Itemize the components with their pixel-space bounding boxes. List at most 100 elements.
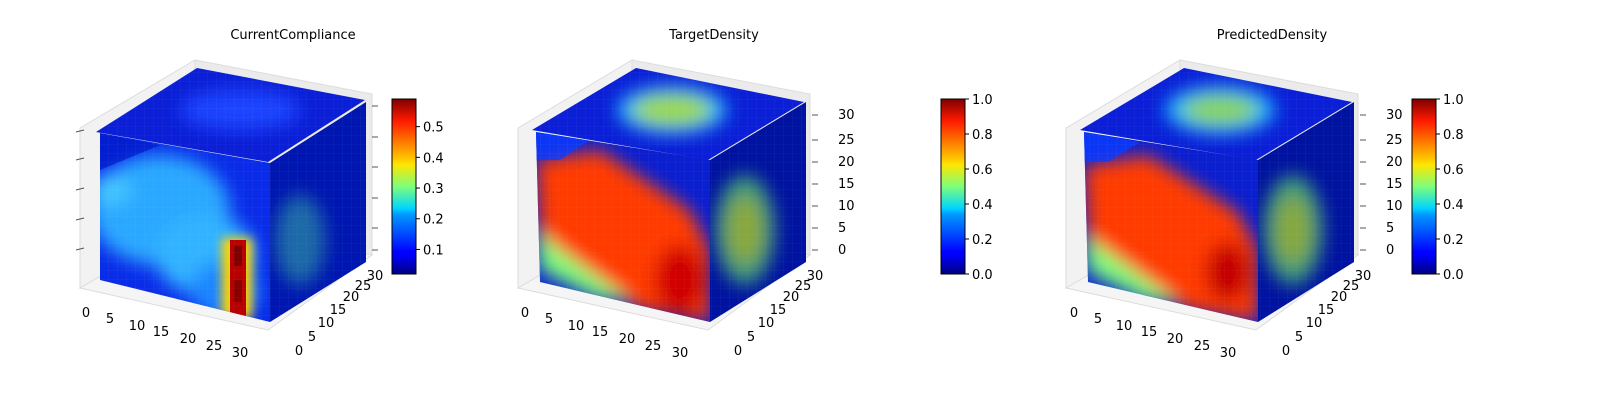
panel-target-density: TargetDensity [516, 28, 993, 361]
y-tick-label: 25 [795, 279, 812, 294]
y-tick-label: 5 [747, 330, 755, 345]
y-tick-label: 20 [1331, 290, 1348, 305]
panel-title: CurrentCompliance [230, 28, 355, 43]
z-tick-label: 30 [1386, 108, 1403, 123]
x-tick-label: 5 [106, 312, 114, 327]
x-tick-label: 15 [1141, 325, 1158, 340]
x-tick-label: 30 [672, 346, 689, 361]
z-tick-label: 15 [838, 177, 855, 192]
x-axis-ticks: 0 5 10 15 20 25 30 [521, 306, 688, 361]
panel-title: TargetDensity [668, 28, 759, 43]
x-tick-label: 25 [645, 339, 662, 354]
y-tick-label: 10 [1306, 316, 1323, 331]
colorbar-tick-label: 0.4 [1443, 198, 1464, 213]
colorbar-tick-label: 0.8 [972, 128, 993, 143]
cube-front-face [536, 132, 710, 322]
colorbar-tick-label: 1.0 [972, 93, 993, 108]
colorbar-tick-label: 0.4 [972, 198, 993, 213]
x-tick-label: 5 [1094, 312, 1102, 327]
x-tick-label: 30 [1220, 346, 1237, 361]
y-tick-label: 20 [343, 290, 360, 305]
x-axis-ticks: 0 5 10 15 20 25 30 [1070, 306, 1236, 361]
x-tick-label: 5 [545, 312, 553, 327]
x-tick-label: 0 [1070, 306, 1078, 321]
x-tick-label: 10 [1116, 319, 1133, 334]
colorbar-tick-label: 0.2 [972, 233, 993, 248]
y-axis-ticks: 0 5 10 15 20 25 30 [1282, 269, 1371, 359]
colorbar-tick-label: 0.8 [1443, 128, 1464, 143]
y-tick-label: 30 [1355, 269, 1372, 284]
colorbar-ticks: 0.1 0.2 0.3 0.4 0.5 [416, 121, 444, 258]
y-tick-label: 20 [783, 290, 800, 305]
colorbar-gradient [940, 98, 966, 275]
x-tick-label: 0 [521, 306, 529, 321]
colorbar-tick-label: 0.0 [972, 268, 993, 283]
x-tick-label: 20 [1167, 332, 1184, 347]
z-axis-ticks: 0 5 10 15 20 25 30 [838, 108, 855, 258]
colorbar: 0.1 0.2 0.3 0.4 0.5 [391, 98, 444, 275]
colorbar-ticks: 0.0 0.2 0.4 0.6 0.8 1.0 [965, 93, 993, 283]
z-tick-label: 5 [838, 221, 846, 236]
panel-title: PredictedDensity [1217, 28, 1328, 43]
colorbar-ticks: 0.0 0.2 0.4 0.6 0.8 1.0 [1436, 93, 1464, 283]
colorbar-tick-label: 0.6 [1443, 163, 1464, 178]
colorbar: 0.0 0.2 0.4 0.6 0.8 1.0 [1411, 93, 1464, 283]
panel-predicted-density: PredictedDensity [1064, 28, 1464, 361]
z-axis-tick-marks [75, 105, 378, 251]
z-tick-label: 25 [838, 133, 855, 148]
y-axis-ticks: 0 5 10 15 20 25 30 [295, 269, 383, 359]
colorbar: 0.0 0.2 0.4 0.6 0.8 1.0 [940, 93, 993, 283]
y-tick-label: 0 [295, 344, 303, 359]
y-tick-label: 30 [807, 269, 824, 284]
y-tick-label: 30 [367, 269, 384, 284]
z-axis-ticks: 0 5 10 15 20 25 30 [1386, 108, 1403, 258]
z-tick-label: 15 [1386, 177, 1403, 192]
x-tick-label: 30 [232, 346, 249, 361]
x-tick-label: 15 [592, 325, 609, 340]
panel-current-compliance: CurrentCompliance [75, 28, 444, 361]
colorbar-tick-label: 0.4 [423, 151, 444, 166]
z-tick-label: 0 [1386, 243, 1394, 258]
z-axis-tick-marks [1360, 114, 1366, 251]
x-tick-label: 20 [180, 332, 197, 347]
colorbar-tick-label: 0.5 [423, 121, 444, 136]
y-tick-label: 5 [308, 330, 316, 345]
x-axis-ticks: 0 5 10 15 20 25 30 [82, 306, 248, 361]
z-tick-label: 25 [1386, 133, 1403, 148]
x-tick-label: 10 [568, 319, 585, 334]
z-tick-label: 10 [838, 199, 855, 214]
colorbar-tick-label: 0.2 [1443, 233, 1464, 248]
x-tick-label: 25 [206, 339, 223, 354]
x-tick-label: 15 [153, 325, 170, 340]
y-tick-label: 25 [355, 279, 372, 294]
y-tick-label: 15 [330, 303, 347, 318]
z-axis-tick-marks [812, 114, 818, 251]
colorbar-tick-label: 0.3 [423, 182, 444, 197]
y-tick-label: 10 [758, 316, 775, 331]
colorbar-tick-label: 0.1 [423, 243, 444, 258]
y-tick-label: 0 [1282, 344, 1290, 359]
z-tick-label: 5 [1386, 221, 1394, 236]
y-tick-label: 10 [318, 316, 335, 331]
colorbar-tick-label: 0.0 [1443, 268, 1464, 283]
colorbar-tick-label: 1.0 [1443, 93, 1464, 108]
y-tick-label: 25 [1343, 279, 1360, 294]
x-tick-label: 25 [1194, 339, 1211, 354]
x-tick-label: 0 [82, 306, 90, 321]
x-tick-label: 10 [129, 319, 146, 334]
z-tick-label: 30 [838, 108, 855, 123]
z-tick-label: 20 [838, 155, 855, 170]
y-tick-label: 15 [1318, 303, 1335, 318]
z-tick-label: 10 [1386, 199, 1403, 214]
z-tick-label: 20 [1386, 155, 1403, 170]
y-tick-label: 15 [770, 303, 787, 318]
colorbar-gradient [1411, 98, 1437, 275]
colorbar-tick-label: 0.6 [972, 163, 993, 178]
colorbar-gradient [391, 98, 417, 275]
z-tick-label: 0 [838, 243, 846, 258]
x-tick-label: 20 [619, 332, 636, 347]
colorbar-tick-label: 0.2 [423, 213, 444, 228]
y-axis-ticks: 0 5 10 15 20 25 30 [734, 269, 823, 359]
y-tick-label: 5 [1295, 330, 1303, 345]
